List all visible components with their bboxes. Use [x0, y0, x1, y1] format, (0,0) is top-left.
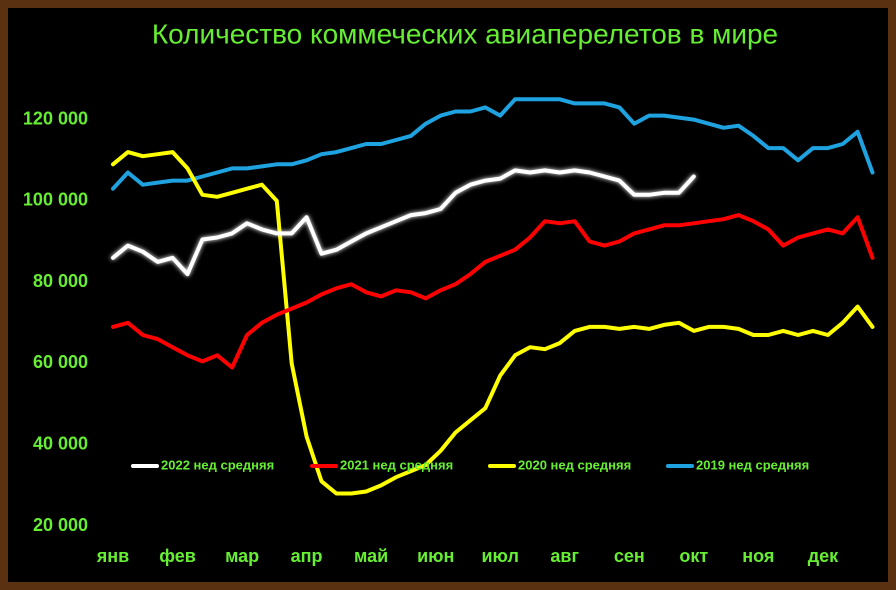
y-tick-label: 100 000 [23, 190, 88, 210]
background [8, 8, 888, 582]
x-tick-label: окт [679, 546, 708, 566]
x-tick-label: май [354, 546, 388, 566]
x-tick-label: июн [417, 546, 454, 566]
x-tick-label: июл [481, 546, 518, 566]
y-tick-label: 60 000 [33, 352, 88, 372]
y-tick-label: 120 000 [23, 108, 88, 128]
x-tick-label: мар [225, 546, 259, 566]
x-tick-label: авг [550, 546, 579, 566]
x-tick-label: ноя [742, 546, 774, 566]
y-tick-label: 80 000 [33, 271, 88, 291]
series-line [111, 97, 875, 191]
series-line [111, 213, 875, 370]
x-tick-label: сен [614, 546, 645, 566]
x-tick-label: фев [159, 546, 196, 566]
y-tick-label: 20 000 [33, 515, 88, 535]
x-tick-label: дек [808, 546, 839, 566]
series-line [111, 168, 696, 277]
x-tick-label: апр [291, 546, 323, 566]
series-line [111, 150, 875, 496]
legend-label: 2021 нед средняя [340, 457, 453, 472]
legend-label: 2022 нед средняя [161, 457, 274, 472]
chart-title: Количество коммеческих авиаперелетов в м… [152, 18, 778, 49]
legend-label: 2019 нед средняя [696, 457, 809, 472]
legend-label: 2020 нед средняя [518, 457, 631, 472]
y-tick-label: 40 000 [33, 433, 88, 453]
x-tick-label: янв [96, 546, 129, 566]
